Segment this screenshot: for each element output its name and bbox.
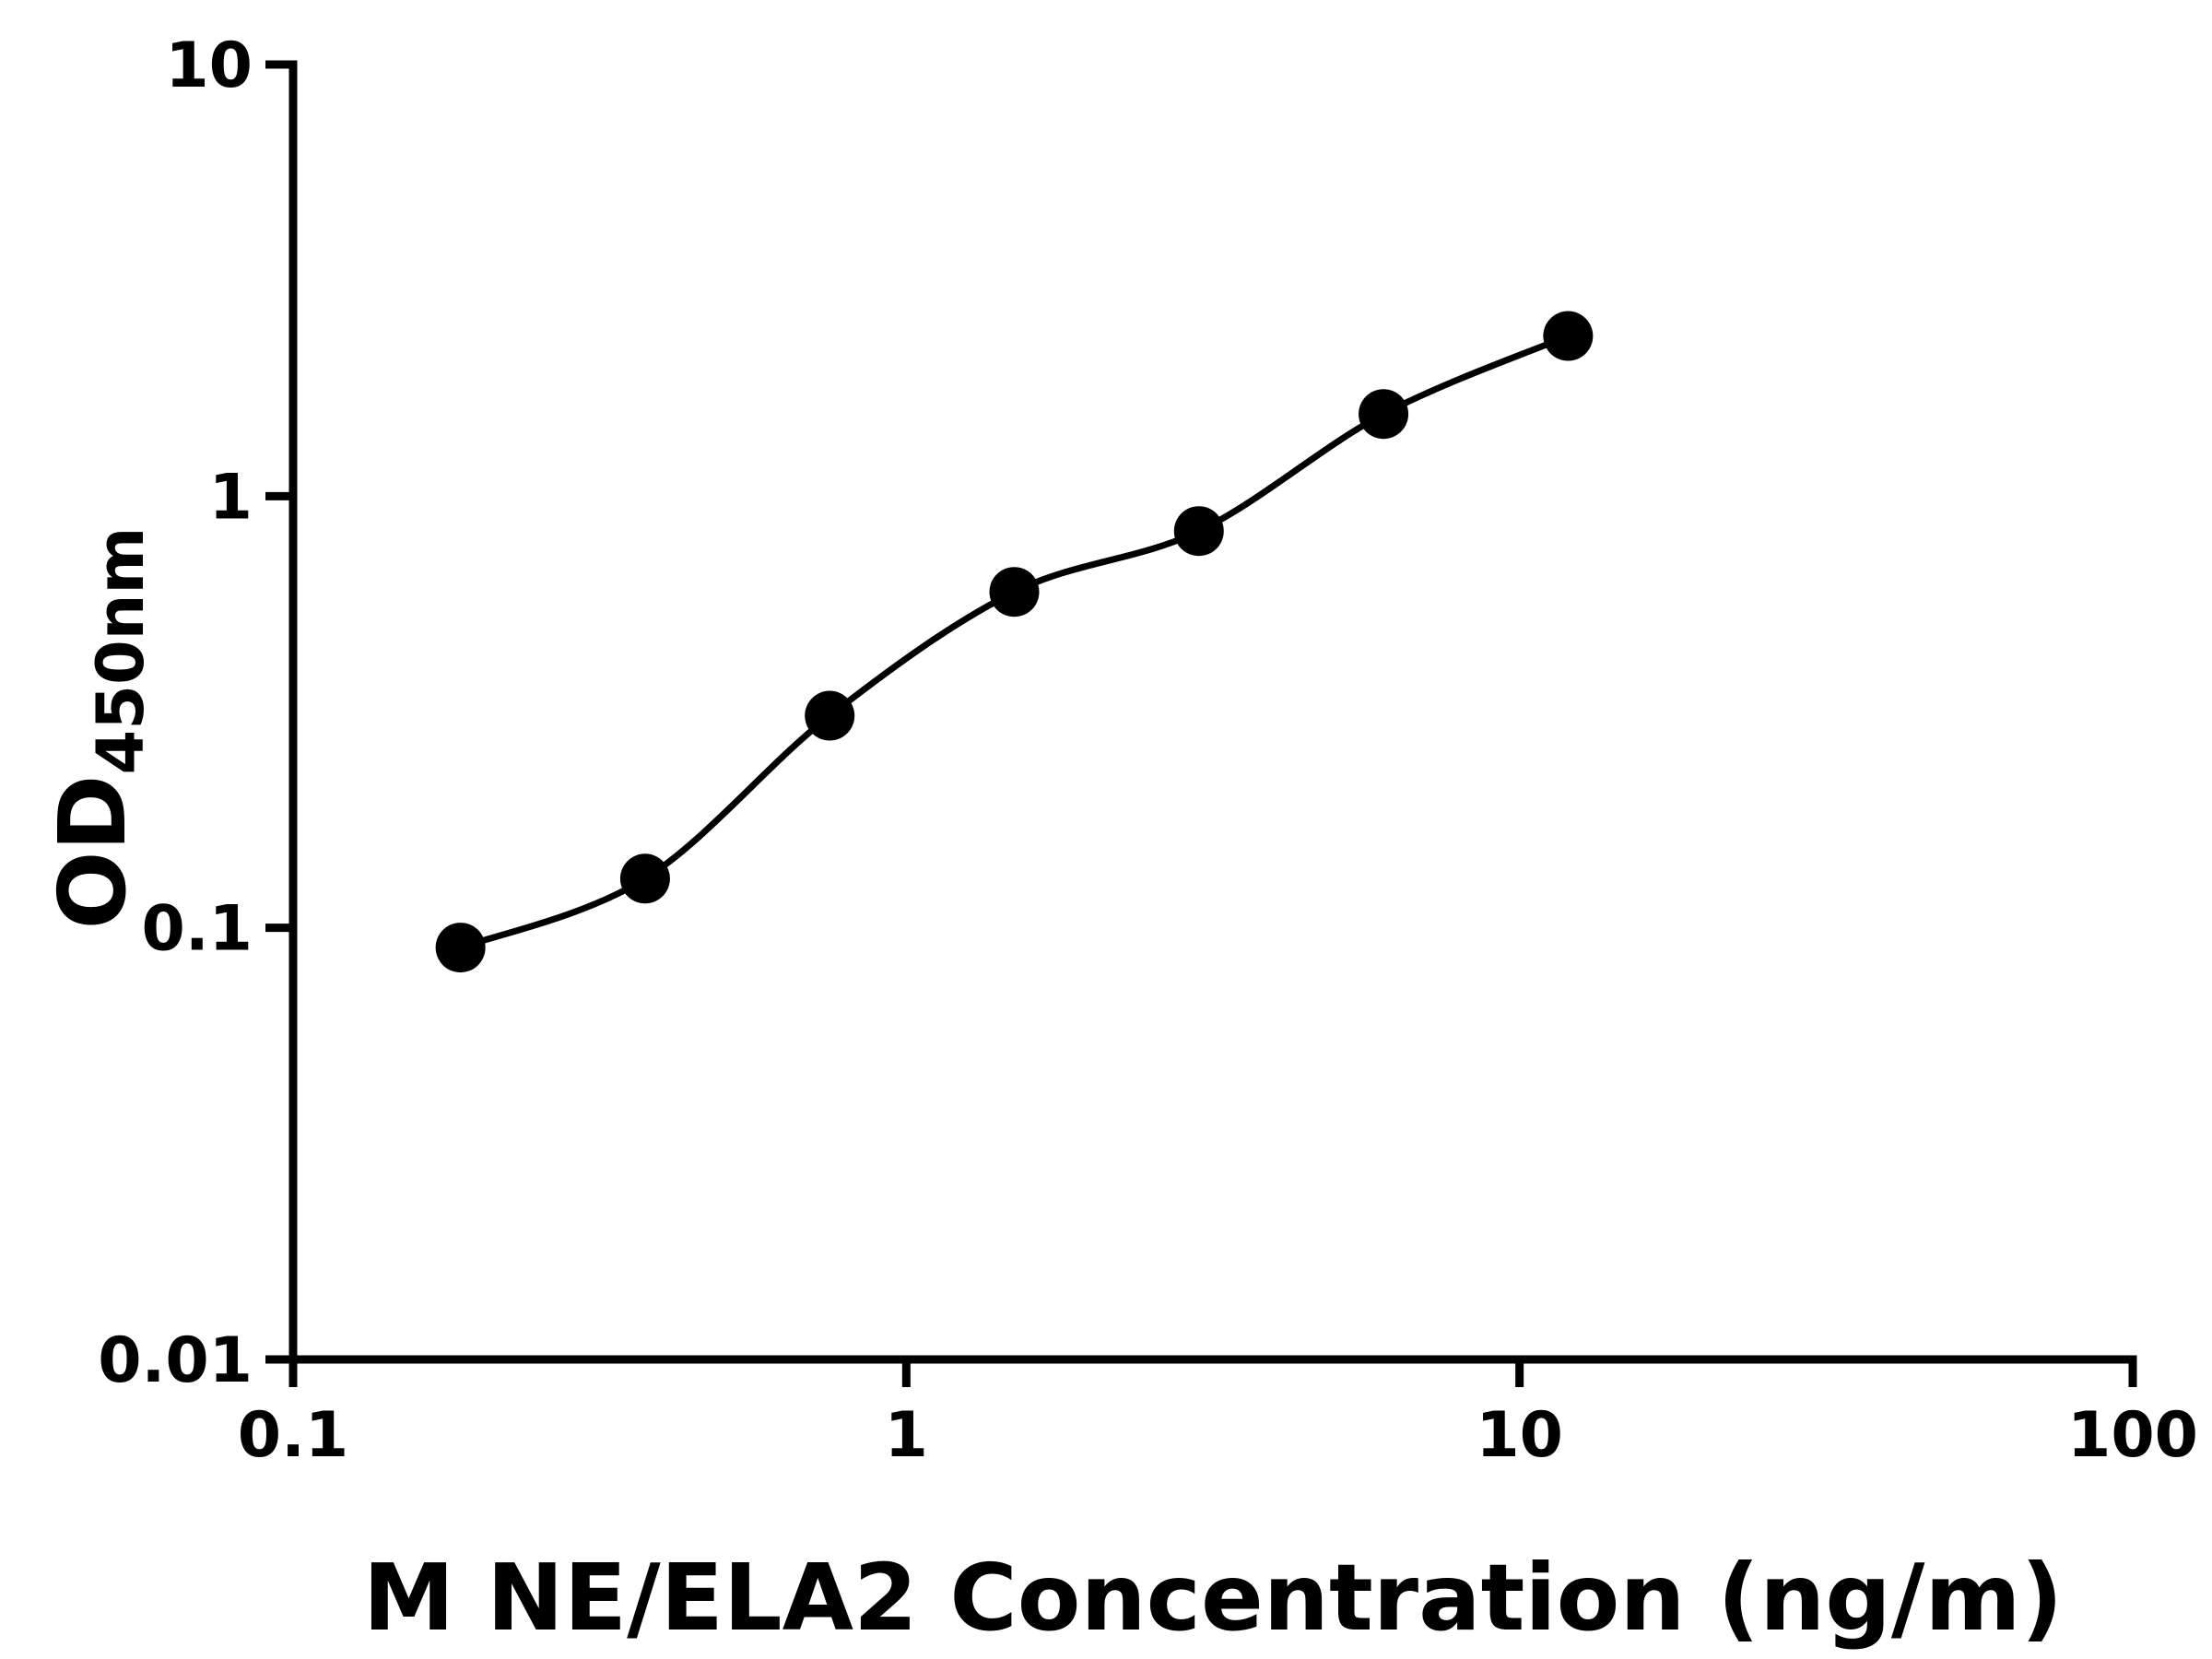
data-point: [435, 923, 486, 973]
y-tick-label: 0.01: [98, 1324, 253, 1397]
data-point: [1359, 389, 1409, 440]
ticks-layer: [265, 60, 2137, 1387]
y-tick-label: 0.1: [142, 893, 253, 966]
data-point: [1173, 506, 1224, 557]
axes-layer: [288, 60, 2137, 1364]
data-point: [619, 853, 670, 904]
data-point: [989, 567, 1040, 618]
y-axis-title-subscript: 450nm: [83, 527, 159, 775]
x-tick-label: 0.1: [238, 1399, 348, 1472]
y-axis-title: OD450nm: [39, 527, 159, 930]
x-tick-label: 1: [885, 1399, 928, 1472]
y-tick-label: 10: [165, 29, 253, 102]
data-point: [1543, 311, 1594, 361]
x-tick-label: 10: [1476, 1399, 1563, 1472]
x-tick-label: 100: [2067, 1399, 2198, 1472]
y-tick-label: 1: [209, 461, 253, 534]
y-axis-title-main: OD: [39, 774, 147, 929]
data-layer: [435, 311, 1594, 973]
x-axis-title: M NE/ELA2 Concentration (ng/m): [363, 1544, 2064, 1652]
data-point: [805, 690, 855, 741]
